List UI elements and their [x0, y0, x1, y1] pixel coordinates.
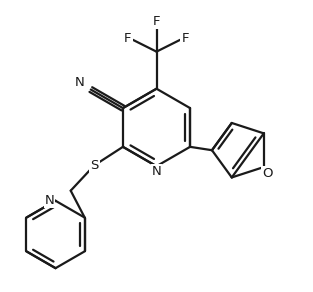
Text: N: N [74, 76, 84, 89]
Text: N: N [151, 165, 162, 178]
Text: S: S [90, 159, 99, 172]
Text: N: N [44, 194, 54, 206]
Text: F: F [153, 15, 160, 28]
Text: F: F [182, 32, 189, 45]
Text: F: F [124, 32, 131, 45]
Text: O: O [262, 167, 272, 180]
